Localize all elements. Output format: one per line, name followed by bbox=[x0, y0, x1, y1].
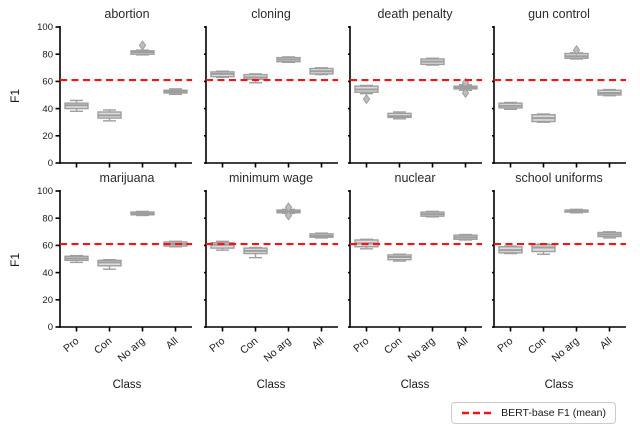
y-tick-label: 40 bbox=[42, 104, 53, 115]
x-tick-label: All bbox=[598, 335, 615, 352]
x-tick-label: Con bbox=[92, 335, 115, 357]
y-tick-label: 100 bbox=[37, 186, 53, 197]
subplot-marijuana: marijuana 0 20 40 60 80 100 Pro Con No arg All bbox=[34, 170, 194, 378]
subplot-gun-control: gun control bbox=[492, 6, 626, 170]
subplot-title: nuclear bbox=[394, 171, 436, 185]
spacer bbox=[6, 378, 24, 394]
box-con bbox=[243, 246, 268, 259]
x-tick-label: Con bbox=[382, 335, 405, 357]
x-tick-label: All bbox=[164, 335, 181, 352]
subplot-death-penalty: death penalty bbox=[348, 6, 482, 170]
boxplot-school-uniforms: Pro Con No arg All bbox=[492, 190, 626, 365]
x-tick-label: No arg bbox=[116, 335, 148, 365]
subplot-school-uniforms: school uniforms Pro Con No arg All bbox=[492, 170, 626, 378]
box-no-arg bbox=[276, 202, 301, 221]
y-tick-label: 80 bbox=[42, 49, 53, 60]
box-pro bbox=[64, 254, 89, 264]
box-no-arg bbox=[420, 57, 445, 66]
y-tick-label: 100 bbox=[37, 22, 53, 33]
x-tick-label: Pro bbox=[495, 335, 515, 355]
box-pro bbox=[498, 101, 523, 110]
box-all bbox=[453, 77, 478, 99]
y-axis-label-row2: F1 bbox=[6, 170, 24, 378]
boxplot-nuclear: Pro Con No arg All bbox=[348, 190, 482, 365]
subplot-title: school uniforms bbox=[515, 171, 603, 185]
box-con bbox=[97, 258, 122, 270]
x-tick-label: Con bbox=[238, 335, 261, 357]
box-pro bbox=[210, 70, 235, 79]
box-all bbox=[597, 231, 622, 239]
y-tick-label: 20 bbox=[42, 295, 53, 306]
box-pro bbox=[498, 245, 523, 255]
y-axis-label-text: F1 bbox=[7, 88, 22, 104]
boxplot-gun-control bbox=[492, 26, 626, 168]
x-tick-label: Pro bbox=[351, 335, 371, 355]
box-no-arg bbox=[130, 40, 155, 56]
x-tick-label: Pro bbox=[207, 335, 227, 355]
box-con bbox=[387, 111, 412, 120]
subplot-title: abortion bbox=[104, 7, 150, 21]
x-tick-label: No arg bbox=[550, 335, 582, 365]
legend-label: BERT-base F1 (mean) bbox=[501, 407, 606, 419]
x-axis-label: Class bbox=[112, 379, 142, 391]
box-all bbox=[597, 88, 622, 97]
boxplot-marijuana: 0 20 40 60 80 100 Pro Con No arg All bbox=[37, 186, 192, 365]
y-tick-label: 0 bbox=[48, 158, 53, 169]
y-tick-label: 80 bbox=[42, 213, 53, 224]
y-tick-label: 0 bbox=[48, 322, 53, 333]
box-con bbox=[531, 243, 556, 255]
subplot-title: minimum wage bbox=[228, 171, 314, 185]
subplot-abortion: abortion 0 20 40 60 80 100 bbox=[34, 6, 194, 170]
subplot-cloning: cloning bbox=[204, 6, 338, 170]
subplot-title: death penalty bbox=[377, 7, 453, 21]
y-axis-label-row1: F1 bbox=[6, 6, 24, 170]
x-tick-label: Con bbox=[526, 335, 549, 357]
y-tick-label: 60 bbox=[42, 77, 53, 88]
boxplot-death-penalty bbox=[348, 26, 482, 168]
box-con bbox=[243, 73, 268, 84]
x-tick-label: Pro bbox=[61, 335, 81, 355]
box-pro bbox=[210, 240, 235, 251]
x-axis-label: Class bbox=[256, 379, 286, 391]
box-no-arg bbox=[420, 210, 445, 218]
boxplot-minimum-wage: Pro Con No arg All bbox=[204, 190, 338, 365]
legend: BERT-base F1 (mean) bbox=[451, 402, 616, 424]
box-all bbox=[309, 67, 334, 76]
subplot-title: gun control bbox=[528, 7, 590, 21]
box-no-arg bbox=[564, 44, 589, 60]
boxplot-abortion: 0 20 40 60 80 100 bbox=[37, 22, 192, 169]
box-all bbox=[309, 232, 334, 239]
box-con bbox=[97, 109, 122, 122]
subplot-minimum-wage: minimum wage Pro Con No arg All bbox=[204, 170, 338, 378]
subplot-title: cloning bbox=[251, 7, 291, 21]
box-no-arg bbox=[130, 210, 155, 217]
x-axis-label: Class bbox=[400, 379, 430, 391]
box-pro bbox=[354, 84, 379, 105]
legend-row: BERT-base F1 (mean) bbox=[6, 394, 626, 424]
y-tick-label: 60 bbox=[42, 241, 53, 252]
dashed-line-icon bbox=[462, 411, 493, 415]
box-pro bbox=[64, 99, 89, 113]
y-tick-label: 20 bbox=[42, 131, 53, 142]
box-no-arg bbox=[276, 56, 301, 64]
x-tick-label: All bbox=[454, 335, 471, 352]
boxplot-cloning bbox=[204, 26, 338, 168]
box-all bbox=[453, 233, 478, 241]
box-all bbox=[163, 88, 188, 96]
box-con bbox=[531, 113, 556, 123]
x-tick-label: All bbox=[310, 335, 327, 352]
subplot-title: marijuana bbox=[99, 171, 155, 185]
x-tick-label: No arg bbox=[262, 335, 294, 365]
box-con bbox=[387, 253, 412, 262]
box-no-arg bbox=[564, 208, 589, 214]
y-axis-label-text: F1 bbox=[7, 252, 22, 268]
x-axis-label: Class bbox=[544, 379, 574, 391]
y-tick-label: 40 bbox=[42, 268, 53, 279]
subplot-nuclear: nuclear Pro Con No arg All bbox=[348, 170, 482, 378]
x-tick-label: No arg bbox=[406, 335, 438, 365]
